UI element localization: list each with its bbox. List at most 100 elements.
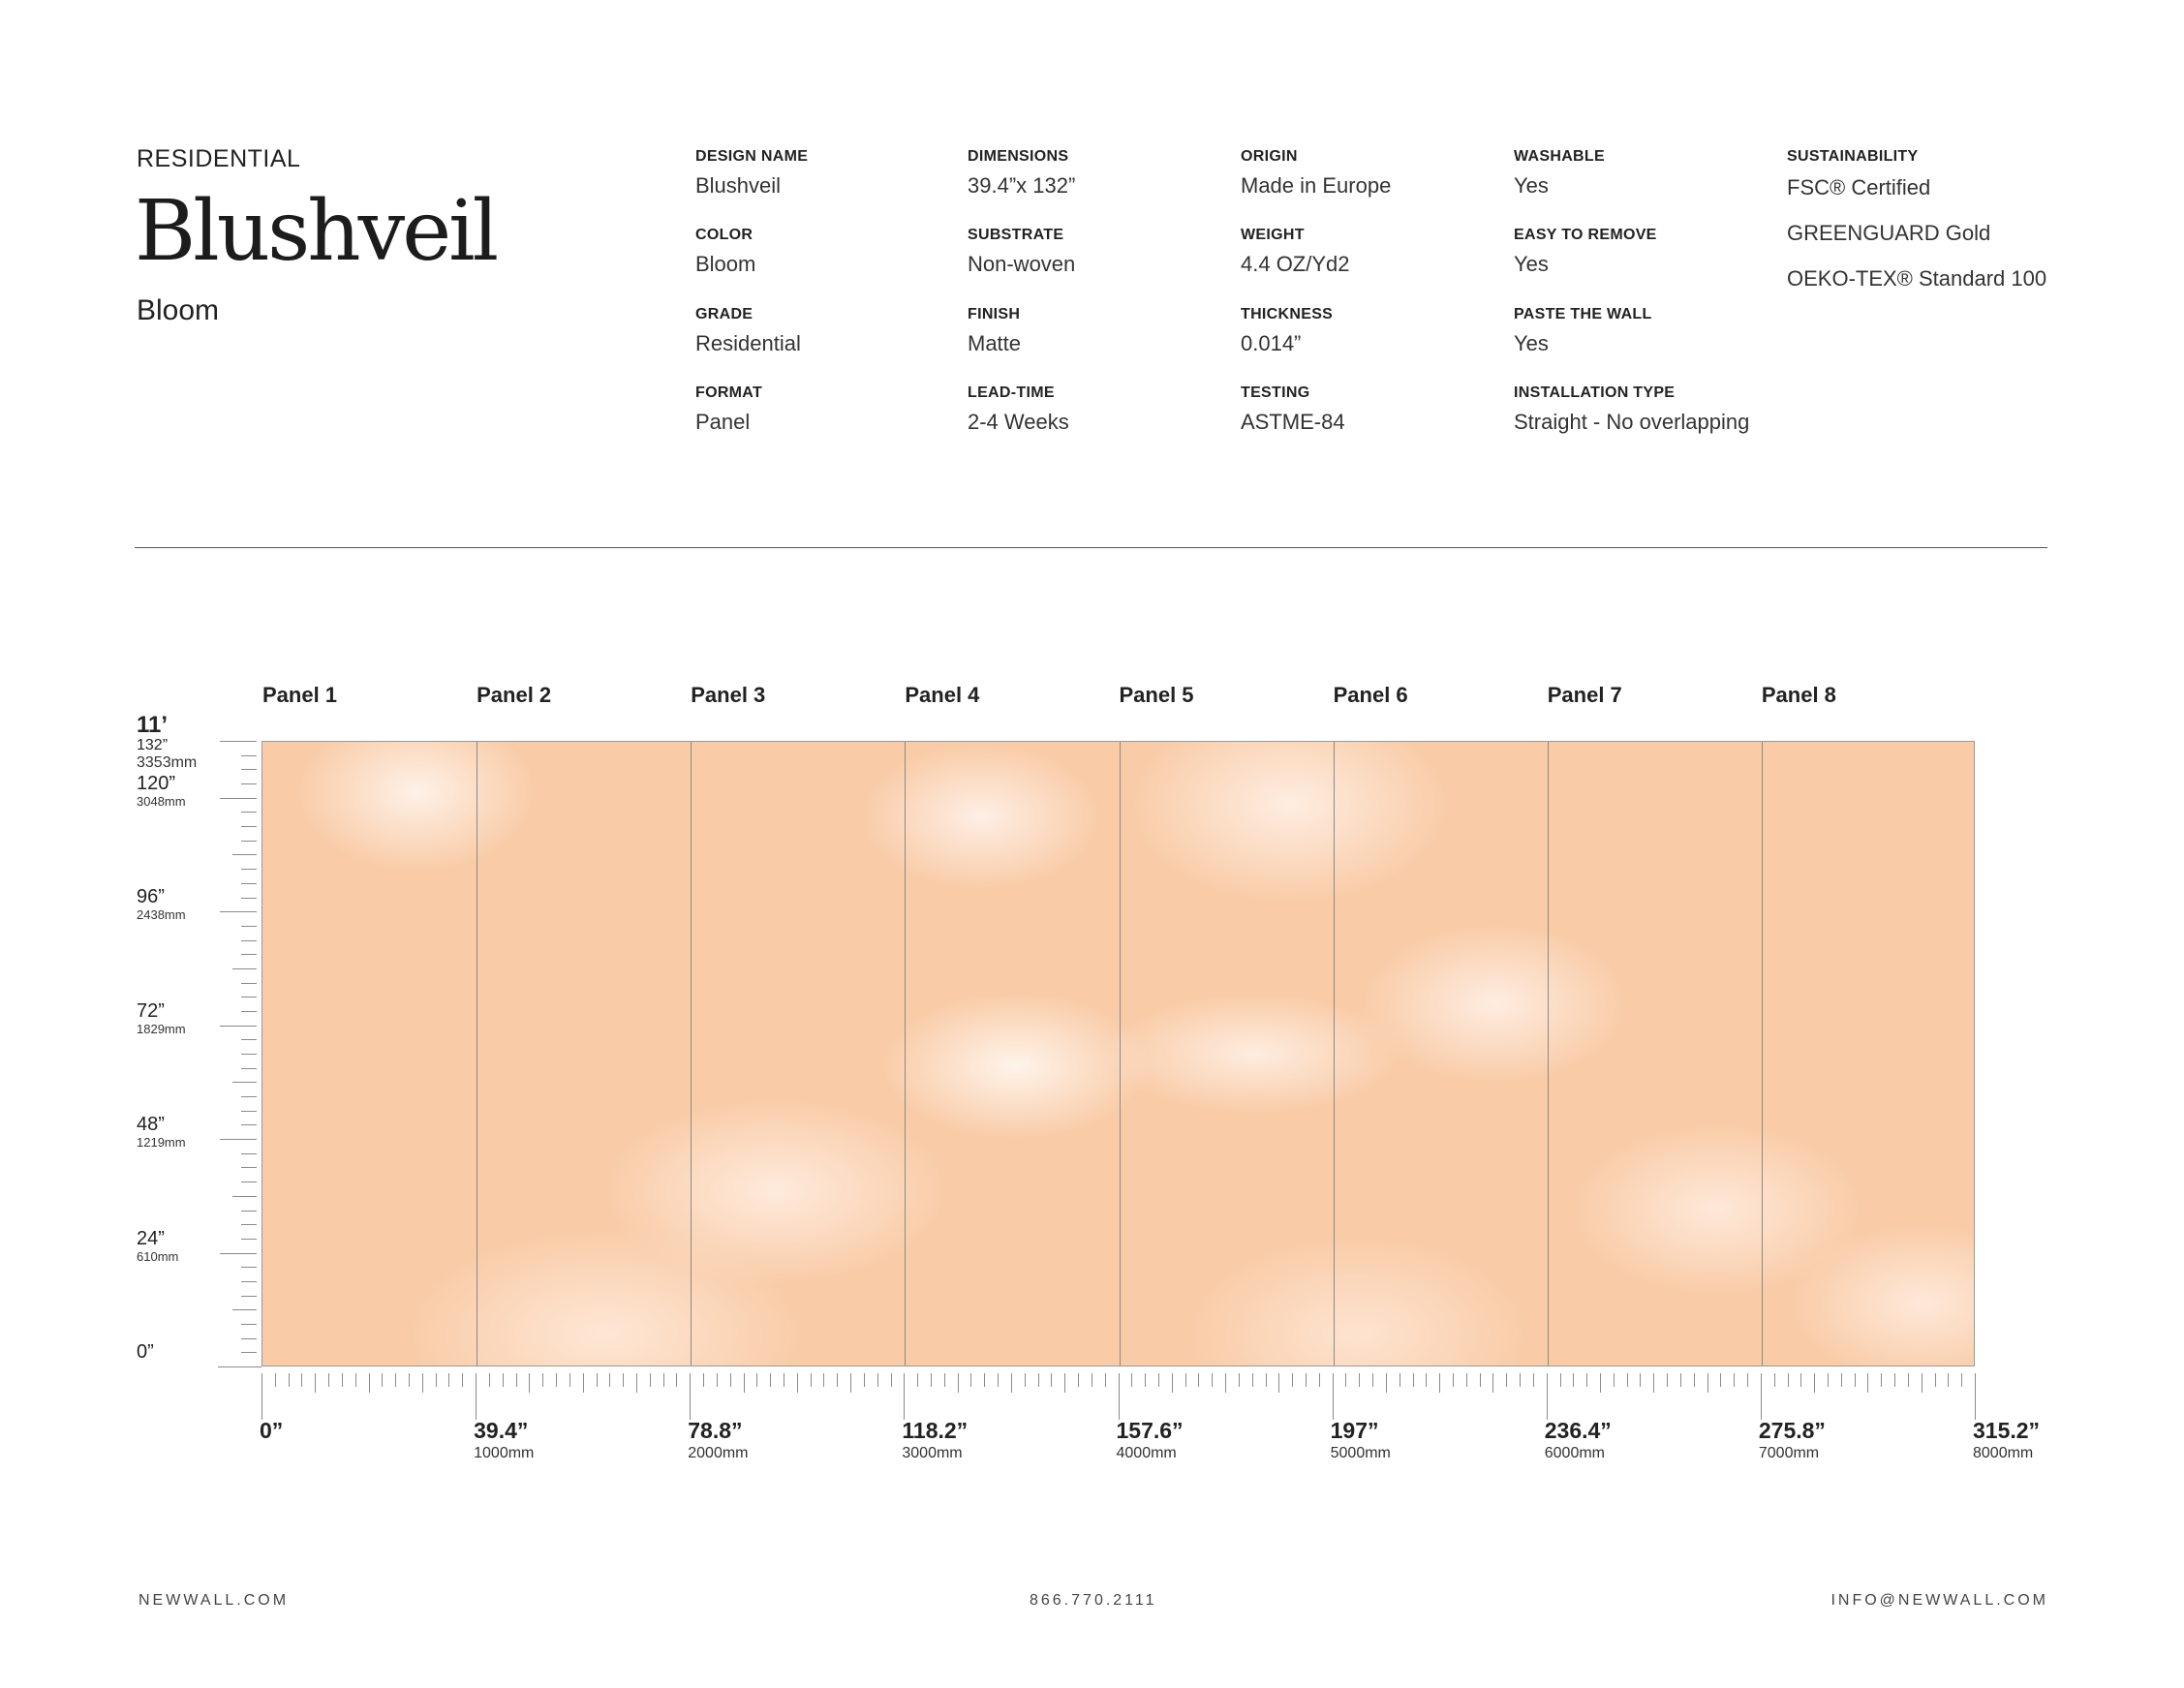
x-tick: [796, 1373, 798, 1393]
footer-phone[interactable]: 866.770.2111: [1030, 1592, 1157, 1609]
y-label-mm: 2438mm: [137, 907, 186, 923]
x-tick: [421, 1373, 423, 1393]
spec-label: FINISH: [968, 306, 1021, 322]
x-tick: [582, 1373, 584, 1393]
x-tick: [970, 1373, 972, 1387]
spec-label: TESTING: [1241, 384, 1310, 401]
x-tick: [1492, 1373, 1494, 1393]
x-tick: [729, 1373, 731, 1387]
y-label-inches: 96”: [137, 886, 165, 908]
x-tick: [1332, 1373, 1334, 1420]
x-tick: [1693, 1373, 1695, 1387]
panel-label: Panel 3: [691, 683, 766, 707]
x-tick: [1198, 1373, 1200, 1387]
y-label-mm: 610mm: [137, 1248, 179, 1264]
x-label-mm: 2000mm: [688, 1445, 749, 1461]
x-tick: [301, 1373, 303, 1387]
spec-value: Straight - No overlapping: [1514, 410, 1750, 434]
spec-value: Made in Europe: [1241, 173, 1392, 198]
x-tick: [448, 1373, 450, 1387]
x-tick: [1679, 1373, 1681, 1387]
y-tick: [241, 1124, 257, 1126]
spec-label: EASY TO REMOVE: [1514, 227, 1657, 243]
panel-seam: [1119, 742, 1121, 1366]
x-label-inches: 197”: [1330, 1418, 1379, 1443]
x-label: 78.8” 2000mm: [688, 1420, 748, 1461]
footer-website[interactable]: NEWWALL.COM: [138, 1592, 290, 1609]
x-label: 39.4” 1000mm: [474, 1420, 534, 1461]
x-tick: [1854, 1373, 1856, 1387]
x-label-inches: 157.6”: [1116, 1418, 1184, 1443]
y-label: 24” 610mm: [137, 1229, 178, 1263]
height-feet-label: 11’: [137, 712, 169, 738]
y-tick: [241, 954, 257, 956]
x-tick: [529, 1373, 531, 1393]
x-tick: [1184, 1373, 1186, 1387]
x-tick: [1787, 1373, 1789, 1387]
spec-value: Non-woven: [968, 252, 1076, 276]
spec-label: DESIGN NAME: [695, 148, 809, 165]
x-tick: [1385, 1373, 1387, 1393]
y-tick: [232, 967, 257, 969]
x-tick: [1707, 1373, 1708, 1393]
footer-email[interactable]: INFO@NEWWALL.COM: [1830, 1592, 2048, 1609]
x-label: 275.8” 7000mm: [1759, 1420, 1826, 1461]
x-tick: [1814, 1373, 1816, 1393]
y-tick: [241, 1224, 257, 1226]
x-tick: [1948, 1373, 1950, 1387]
x-tick: [1278, 1373, 1280, 1393]
x-label-mm: 7000mm: [1758, 1445, 1820, 1461]
x-label-inches: 78.8”: [688, 1418, 743, 1443]
spec-value: Yes: [1514, 252, 1549, 276]
x-tick: [1051, 1373, 1053, 1387]
x-tick: [596, 1373, 598, 1387]
x-label-inches: 315.2”: [1973, 1418, 2041, 1443]
y-label: 72” 1829mm: [137, 1001, 186, 1035]
x-label: 118.2” 3000mm: [902, 1420, 968, 1461]
spec-design-name: DESIGN NAME Blushveil: [695, 148, 808, 199]
y-tick: [241, 1067, 257, 1069]
y-tick: [232, 1082, 257, 1084]
x-tick: [1251, 1373, 1253, 1387]
x-label: 236.4” 6000mm: [1545, 1420, 1612, 1461]
x-tick: [649, 1373, 651, 1387]
x-tick: [1600, 1373, 1602, 1393]
y-label-inches: 72”: [137, 999, 165, 1022]
y-tick: [220, 911, 257, 913]
x-tick: [1064, 1373, 1066, 1393]
spec-value: 4.4 OZ/Yd2: [1241, 252, 1350, 276]
x-tick: [1078, 1373, 1080, 1387]
x-tick: [502, 1373, 504, 1387]
y-tick: [220, 741, 257, 742]
y-tick: [241, 1167, 257, 1169]
x-tick: [770, 1373, 772, 1387]
y-label-inches: 0”: [137, 1341, 154, 1363]
x-tick: [1118, 1373, 1120, 1420]
spec-value: Blushveil: [695, 173, 782, 198]
x-label-mm: 8000mm: [1973, 1445, 2034, 1461]
spec-label: THICKNESS: [1241, 306, 1334, 322]
spec-label: COLOR: [695, 227, 754, 243]
x-tick: [1104, 1373, 1106, 1387]
y-tick: [241, 869, 257, 871]
x-tick: [1720, 1373, 1722, 1387]
divider: [135, 547, 2047, 548]
x-tick: [1653, 1373, 1655, 1393]
x-tick: [1212, 1373, 1214, 1387]
x-tick: [1747, 1373, 1749, 1387]
x-tick: [1453, 1373, 1454, 1387]
x-tick: [1412, 1373, 1414, 1387]
x-label-inches: 0”: [260, 1418, 284, 1443]
spec-label: LEAD-TIME: [968, 384, 1055, 401]
x-tick: [1559, 1373, 1561, 1387]
sustainability-item: FSC® Certified: [1787, 175, 1931, 199]
y-tick: [241, 840, 257, 842]
x-tick: [716, 1373, 718, 1387]
x-label-mm: 1000mm: [474, 1445, 535, 1461]
x-tick: [476, 1373, 477, 1420]
y-tick: [241, 939, 257, 941]
y-tick: [241, 754, 257, 756]
spec-value: 0.014”: [1241, 331, 1302, 355]
y-tick: [241, 897, 257, 899]
spec-sustainability: SUSTAINABILITY: [1787, 148, 1918, 166]
